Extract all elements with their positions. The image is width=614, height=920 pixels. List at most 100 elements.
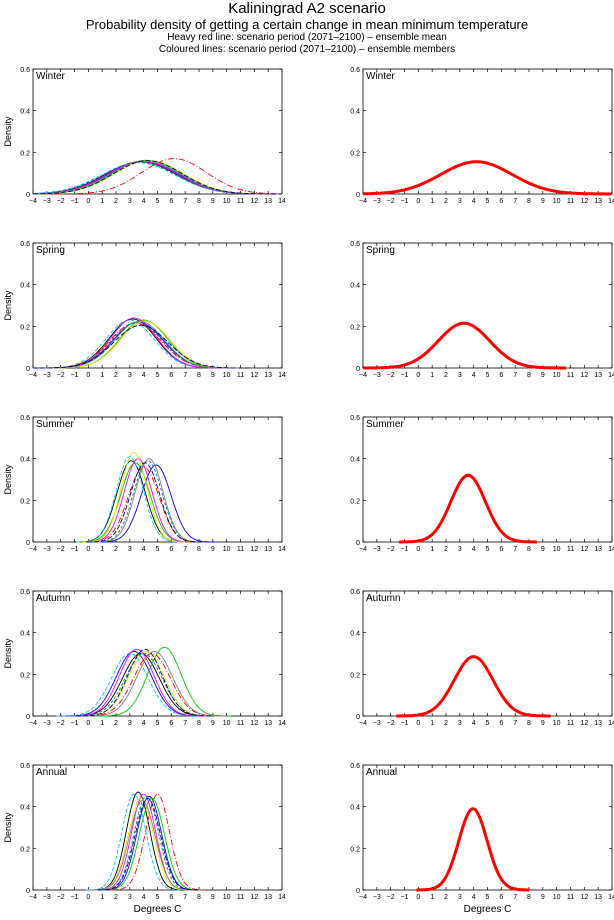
y-tick-label: 0.2 [20,846,30,853]
ensemble-member-line [86,793,182,891]
ensemble-mean-line [399,473,537,544]
x-tick-label: 14 [608,894,614,901]
x-tick-label: 0 [416,198,420,205]
ensemble-member-line [67,648,206,717]
x-tick-label: −4 [359,894,367,901]
x-tick-label: −1 [71,720,79,727]
season-label: Summer [36,419,74,430]
season-label: Winter [366,71,396,82]
x-tick-label: 3 [458,894,462,901]
x-tick-label: 9 [541,720,545,727]
x-tick-label: 14 [278,546,286,553]
x-tick-label: 8 [197,372,201,379]
season-label: Winter [36,71,66,82]
x-tick-label: −1 [71,894,79,901]
y-axis-label: Density [3,116,13,147]
plot-frame [362,68,613,195]
ensemble-member-line [32,161,282,195]
x-tick-label: 3 [128,894,132,901]
y-tick-label: 0 [356,888,360,895]
x-tick-label: 9 [541,198,545,205]
ensemble-member-line [96,464,216,543]
ensemble-member-line [78,653,225,717]
x-tick-label: 9 [211,198,215,205]
y-tick-label: 0 [356,366,360,373]
legend-note-ensemble-members: Coloured lines: scenario period (2071–21… [158,44,456,55]
season-label: Autumn [36,593,70,604]
x-tick-label: 14 [608,720,614,727]
x-tick-label: −2 [57,894,65,901]
x-tick-label: 5 [486,546,490,553]
plot-frame [32,764,283,891]
x-tick-label: −2 [387,720,395,727]
x-tick-label: 2 [444,720,448,727]
ensemble-member-line [76,648,214,717]
x-tick-label: 7 [513,198,517,205]
x-tick-label: −1 [71,546,79,553]
x-tick-label: −4 [359,546,367,553]
plot-panel-autumn-members: 00.20.40.6−4 −3 −2 −1 0 1 2 3 4 5 6 7 8 9 10 11 12 13 14De… [3,589,286,727]
x-tick-label: 5 [156,894,160,901]
x-tick-label: 9 [211,894,215,901]
ensemble-member-line [74,460,188,543]
ensemble-member-line [101,797,203,891]
x-tick-label: 3 [458,198,462,205]
ensemble-member-line [70,653,217,717]
x-tick-label: −3 [43,198,51,205]
x-tick-label: 8 [197,198,201,205]
x-tick-label: 8 [197,546,201,553]
x-tick-label: 14 [278,720,286,727]
x-tick-label: 1 [430,720,434,727]
ensemble-member-line [82,451,185,543]
x-tick-label: 14 [608,546,614,553]
x-tick-label: 7 [183,198,187,205]
x-tick-label: 10 [223,198,231,205]
x-tick-label: −4 [29,546,37,553]
y-tick-label: 0.2 [350,324,360,331]
x-tick-label: 1 [430,372,434,379]
x-tick-label: −4 [29,720,37,727]
x-tick-label: 0 [416,372,420,379]
x-tick-label: 7 [183,720,187,727]
x-tick-label: 1 [100,372,104,379]
x-tick-label: 0 [86,894,90,901]
y-tick-label: 0 [356,540,360,547]
y-axis-label: Density [3,290,13,321]
x-tick-label: 3 [128,372,132,379]
x-tick-label: 0 [416,894,420,901]
x-tick-label: 10 [553,546,561,553]
ensemble-member-line [33,160,282,195]
ensemble-mean-line [363,160,612,196]
x-tick-label: 12 [250,720,258,727]
ensemble-member-line [97,646,231,717]
ensemble-member-line [82,458,193,543]
x-tick-label: 7 [513,720,517,727]
x-tick-label: −3 [373,894,381,901]
y-tick-label: 0.4 [350,631,360,638]
ensemble-member-line [36,321,237,369]
y-tick-label: 0.4 [350,457,360,464]
plot-frame [32,416,283,543]
x-tick-label: −1 [71,198,79,205]
ensemble-member-line [97,797,198,891]
ensemble-member-line [87,462,203,543]
x-tick-label: 6 [499,720,503,727]
x-tick-label: 12 [250,372,258,379]
x-tick-label: −1 [401,372,409,379]
x-tick-label: 9 [541,546,545,553]
y-tick-label: 0.6 [20,763,30,770]
x-tick-label: 6 [499,198,503,205]
x-tick-label: 4 [142,546,146,553]
ensemble-member-line [109,793,205,891]
ensemble-member-line [44,158,282,195]
ensemble-member-line [82,466,205,543]
plot-panel-annual-mean: 00.20.40.6−4 −3 −2 −1 0 1 2 3 4 5 6 7 8 9 10 11 12 13 14De… [350,763,614,915]
x-tick-label: −4 [29,894,37,901]
x-tick-label: 13 [594,198,602,205]
x-tick-label: 6 [499,372,503,379]
y-tick-label: 0.2 [20,324,30,331]
ensemble-member-line [33,324,249,369]
x-tick-label: 2 [114,720,118,727]
y-tick-label: 0.6 [350,415,360,422]
